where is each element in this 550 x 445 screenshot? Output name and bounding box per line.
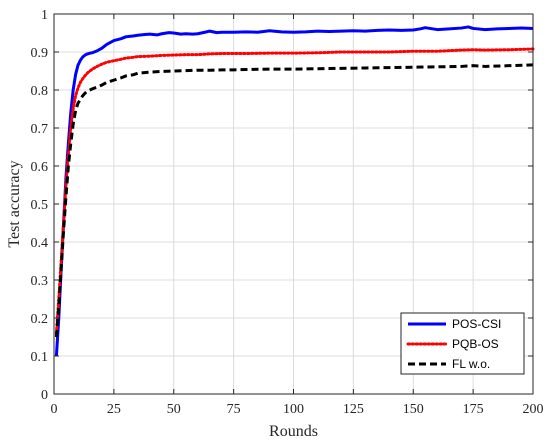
y-tick-label: 0.4: [31, 236, 49, 251]
x-tick-label: 25: [107, 402, 121, 417]
x-tick-label: 175: [463, 402, 484, 417]
y-tick-label: 0.6: [31, 160, 49, 175]
y-tick-label: 0: [41, 388, 48, 403]
y-tick-label: 1: [41, 8, 48, 23]
x-tick-label: 200: [523, 402, 544, 417]
x-tick-label: 100: [283, 402, 304, 417]
y-tick-label: 0.9: [31, 46, 49, 61]
x-tick-label: 150: [403, 402, 424, 417]
x-tick-label: 50: [167, 402, 181, 417]
series-line-fl-w-o: [54, 63, 534, 338]
y-tick-label: 0.7: [31, 122, 49, 137]
y-tick-label: 0.3: [31, 274, 49, 289]
legend-label-pqb-os: PQB-OS: [452, 337, 499, 351]
x-tick-label: 125: [343, 402, 364, 417]
legend-label-fl-wo: FL w.o.: [452, 357, 490, 371]
x-axis-label: Rounds: [269, 423, 318, 440]
y-axis-label: Test accuracy: [6, 160, 23, 247]
series-line-pqb-os: [54, 47, 535, 335]
grid-lines: [54, 14, 533, 394]
y-tick-label: 0.1: [31, 350, 49, 365]
x-tick-label: 0: [51, 402, 58, 417]
axis-ticks: 0 25 50 75 100 125 150 175 200 0 0.1 0.2 0.3 0.4 0.5 0.…: [31, 8, 544, 417]
series-line-pos-csi: [54, 25, 534, 357]
legend: POS-CSI PQB-OS FL w.o.: [400, 312, 525, 375]
series-lines: [54, 25, 535, 357]
legend-label-pos-csi: POS-CSI: [452, 317, 501, 331]
y-tick-label: 0.5: [31, 198, 49, 213]
y-tick-label: 0.2: [31, 312, 49, 327]
x-tick-label: 75: [227, 402, 241, 417]
y-tick-label: 0.8: [31, 84, 49, 99]
